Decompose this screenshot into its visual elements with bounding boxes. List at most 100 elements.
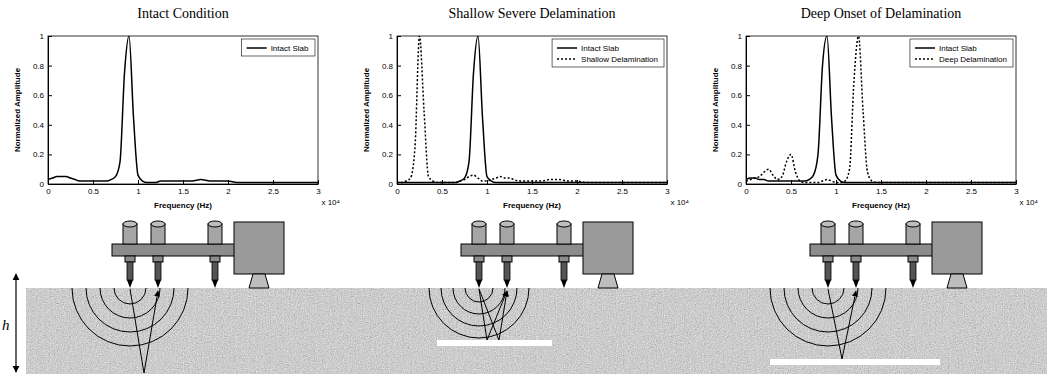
transducer-tip — [853, 280, 859, 288]
y-tick: 0.8 — [731, 62, 750, 71]
sensor-bar — [810, 244, 935, 256]
y-tick: 0.2 — [731, 150, 750, 159]
x-tick: 3 — [316, 180, 321, 196]
x-tick-mark — [667, 180, 668, 184]
y-axis-title: Normalized Amplitude — [362, 67, 371, 152]
legend-box — [910, 39, 1013, 67]
transducer-top — [472, 221, 486, 227]
transducer-rod — [155, 262, 161, 280]
y-tick-label: 0 — [40, 180, 45, 189]
delamination — [437, 340, 552, 346]
transducer-rod — [853, 262, 859, 280]
x-scale-label: x 10⁴ — [670, 198, 689, 207]
legend-label: Intact Slab — [581, 44, 619, 53]
x-tick: 1 — [485, 180, 490, 196]
x-tick-mark — [138, 180, 139, 184]
transducer-collar — [125, 256, 135, 262]
y-tick-label: 0.6 — [382, 91, 394, 100]
stress-waves — [770, 288, 940, 365]
instrument — [810, 221, 982, 288]
transducer-tip — [212, 280, 218, 288]
x-tick-label: 0 — [744, 187, 749, 196]
y-tick-mark — [746, 125, 750, 126]
series-line — [397, 36, 667, 183]
transducer-top — [208, 221, 222, 227]
y-tick: 0.6 — [731, 91, 750, 100]
y-tick-mark — [48, 125, 52, 126]
x-tick-label: 1 — [136, 187, 141, 196]
series-line — [746, 36, 1016, 183]
y-tick-label: 0 — [389, 180, 394, 189]
x-axis: 00.511.522.53 — [744, 180, 1019, 196]
reflected-ray — [144, 291, 158, 373]
x-tick-label: 3 — [1014, 187, 1019, 196]
y-axis: 0 0.2 0.4 0.6 0.8 1 — [731, 32, 750, 189]
y-tick-mark — [48, 154, 52, 155]
reflected-ray — [487, 291, 507, 340]
wave-front — [770, 288, 886, 346]
y-axis: 00.20.40.60.81 — [33, 32, 52, 189]
legend-box — [242, 39, 315, 56]
x-tick-label: 2 — [924, 187, 929, 196]
thickness-label: h — [2, 317, 10, 333]
x-tick: 1.5 — [527, 180, 539, 196]
stress-waves — [72, 288, 188, 373]
x-tick: 2 — [575, 180, 580, 196]
y-tick-label: 1 — [389, 32, 394, 41]
y-tick: 0.4 — [731, 121, 750, 130]
y-tick-label: 0.4 — [33, 121, 45, 130]
x-tick-mark — [93, 180, 94, 184]
y-axis-line — [397, 37, 398, 185]
y-tick: 0 — [738, 180, 750, 189]
x-tick-mark — [183, 180, 184, 184]
chart-title: Intact Condition — [137, 6, 228, 21]
series-group — [48, 36, 318, 183]
impactor-stand — [947, 274, 967, 288]
legend: Intact SlabShallow Delamination — [552, 39, 664, 67]
legend-label: Intact Slab — [939, 44, 977, 53]
x-tick-mark — [926, 180, 927, 184]
x-tick: 2 — [226, 180, 231, 196]
x-tick: 2.5 — [966, 180, 978, 196]
transducer-top — [123, 221, 137, 227]
y-tick-mark — [746, 95, 750, 96]
y-tick: 0.6 — [33, 91, 52, 100]
y-tick: 0.2 — [382, 150, 401, 159]
transducer-tip — [561, 280, 567, 288]
incident-ray — [828, 289, 842, 359]
legend-label: Deep Delamination — [939, 55, 1007, 64]
sensor-bar — [461, 244, 586, 256]
y-tick: 0 — [389, 180, 401, 189]
figure: h Intact Condition 0 0.5 1 1.5 2 2.5 3 0 0.2 0.4 0.6… — [0, 0, 1047, 374]
y-axis-line — [746, 37, 747, 185]
x-tick-mark — [228, 180, 229, 184]
x-tick-mark — [273, 180, 274, 184]
transducer-collar — [474, 256, 484, 262]
impactor-box — [932, 222, 982, 274]
x-tick: 0.5 — [786, 180, 798, 196]
y-tick-label: 0.6 — [33, 91, 45, 100]
instrument — [112, 221, 284, 288]
y-tick: 0.4 — [33, 121, 52, 130]
y-tick-label: 0.2 — [382, 150, 394, 159]
transducer-rod — [127, 262, 133, 280]
x-axis: 00.511.522.53 — [46, 180, 321, 196]
series-group — [746, 36, 1016, 183]
reflected-ray — [842, 291, 856, 359]
legend-swatch — [557, 47, 577, 49]
x-tick-label: 1 — [485, 187, 490, 196]
x-tick: 2.5 — [617, 180, 629, 196]
x-tick: 1.5 — [178, 180, 190, 196]
x-tick-label: 3 — [316, 187, 321, 196]
wave-front — [100, 288, 160, 318]
x-tick-label: 1.5 — [178, 187, 190, 196]
series-line — [48, 36, 318, 183]
plot-area: 00.511.522.5300.20.40.60.81Frequency (Hz… — [13, 32, 341, 210]
y-tick-label: 0.8 — [731, 62, 743, 71]
transducer-tip — [910, 280, 916, 288]
y-tick: 1 — [738, 32, 750, 41]
x-tick-mark — [881, 180, 882, 184]
x-tick-label: 2 — [575, 187, 580, 196]
y-tick-mark — [746, 36, 750, 37]
x-tick: 1 — [136, 180, 141, 196]
